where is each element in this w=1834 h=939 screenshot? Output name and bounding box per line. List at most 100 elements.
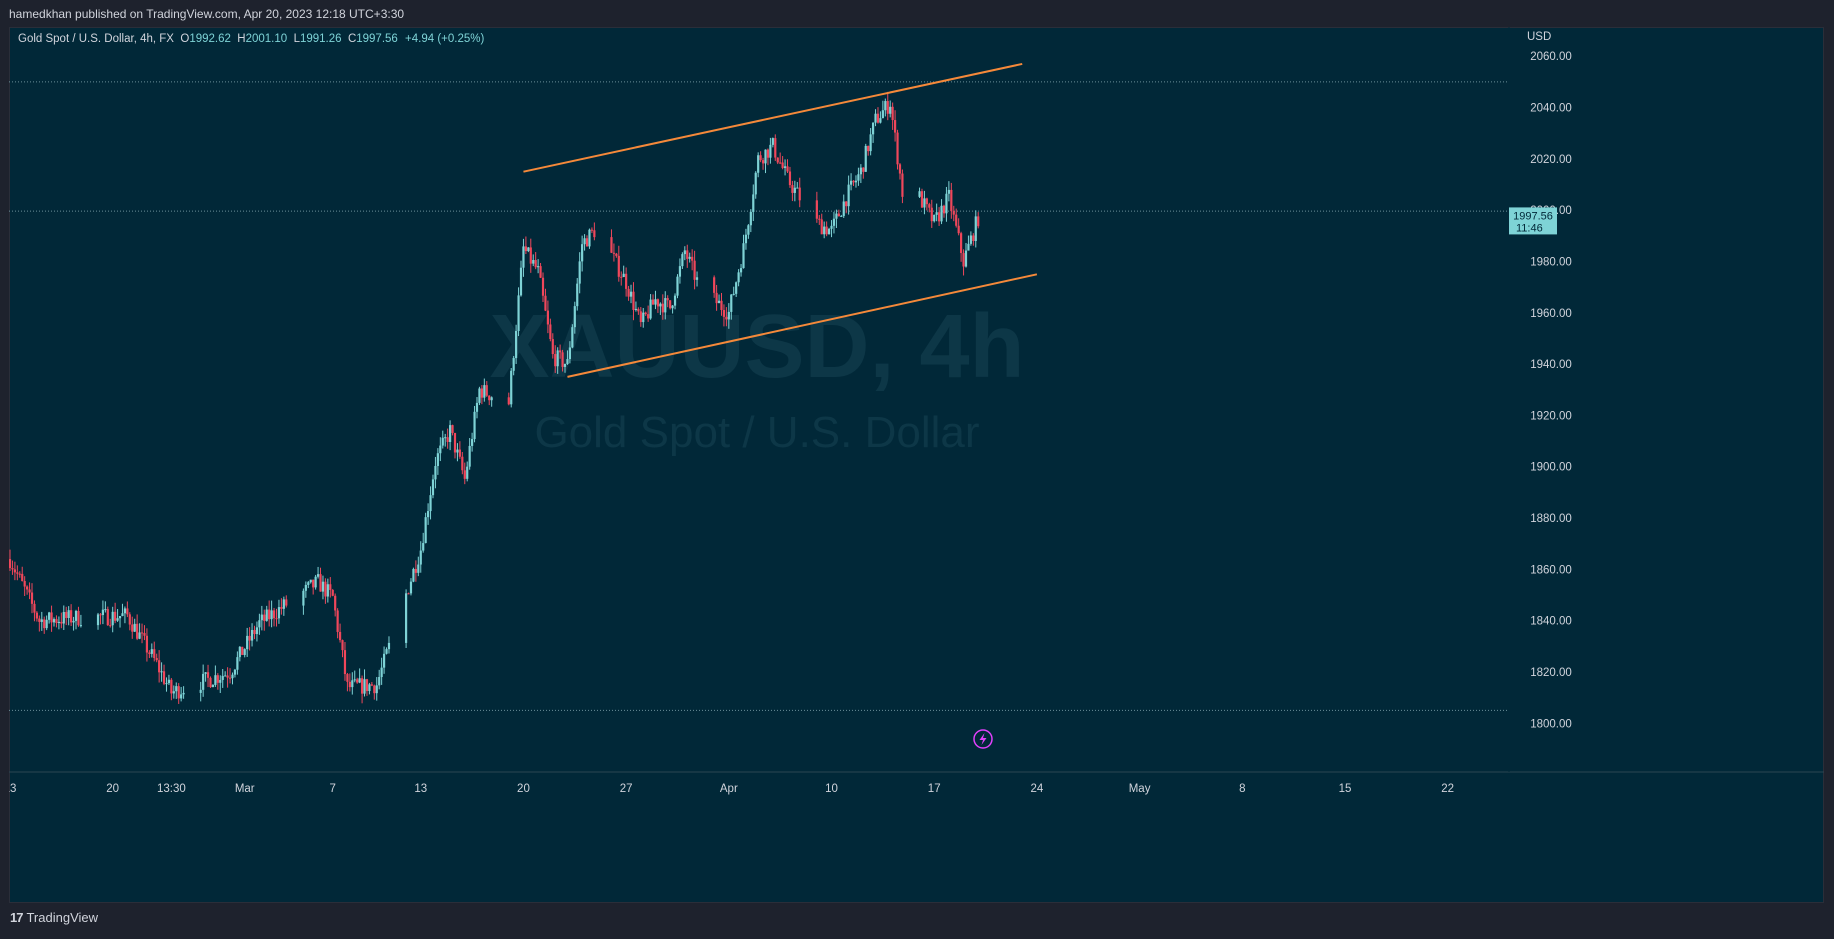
candle-body	[857, 174, 860, 181]
price-tick-label: 1820.00	[1530, 667, 1572, 679]
candle-body	[737, 272, 740, 283]
candle-body	[847, 184, 850, 207]
price-tick-label: 1920.00	[1530, 410, 1572, 422]
chart-pane[interactable]	[9, 27, 1824, 903]
candle-body	[434, 466, 437, 480]
candle-body	[686, 250, 689, 259]
candle-body	[972, 235, 975, 241]
price-tick-label: 1840.00	[1530, 616, 1572, 628]
candle-body	[544, 295, 547, 311]
candle-body	[165, 683, 168, 685]
candle-body	[348, 681, 351, 688]
candle-body	[226, 675, 229, 678]
candle-body	[666, 298, 669, 301]
candle-body	[546, 310, 549, 325]
low-label: L	[293, 33, 300, 45]
candle-body	[730, 294, 733, 312]
candle-body	[867, 145, 870, 152]
candle-body	[121, 613, 124, 617]
open-label: O	[180, 33, 190, 45]
time-tick-label: 20	[517, 783, 530, 795]
candle-body	[517, 295, 520, 331]
candle-body	[79, 625, 83, 627]
candle-body	[967, 243, 970, 251]
candle-body	[945, 193, 948, 214]
candle-body	[466, 466, 469, 479]
candle-body	[796, 187, 799, 189]
candle-body	[170, 679, 173, 694]
candle-body	[162, 671, 166, 684]
candle-body	[507, 397, 510, 405]
candle-body	[444, 437, 447, 439]
candle-body	[461, 456, 464, 471]
candle-body	[409, 581, 413, 594]
candle-body	[231, 674, 234, 679]
candle-body	[11, 568, 14, 570]
candle-body	[96, 614, 100, 626]
candle-body	[126, 608, 129, 615]
candle-body	[404, 593, 408, 643]
candle-body	[77, 610, 80, 626]
candle-body	[199, 689, 202, 693]
candle-body	[211, 684, 215, 688]
candle-body	[488, 395, 491, 401]
candle-body	[622, 273, 625, 278]
candle-body	[752, 194, 755, 212]
candle-body	[612, 252, 616, 254]
candle-body	[18, 573, 21, 575]
candle-body	[950, 189, 953, 212]
bar-countdown: 11:46	[1516, 222, 1543, 234]
trendline[interactable]	[567, 273, 1038, 378]
candle-body	[820, 219, 823, 235]
candle-body	[228, 677, 232, 679]
candle-body	[116, 618, 119, 621]
candle-body	[118, 616, 122, 619]
time-tick-label: 7	[330, 783, 336, 795]
candle-body	[378, 677, 381, 686]
candle-body	[446, 437, 449, 442]
candle-body	[786, 166, 789, 172]
candle-body	[243, 649, 246, 655]
candle-body	[664, 298, 667, 313]
candle-body	[436, 453, 439, 467]
candle-body	[285, 599, 288, 606]
candle-body	[67, 610, 70, 618]
candle-body	[688, 256, 691, 259]
candle-body	[260, 614, 263, 621]
candle-body	[938, 212, 941, 222]
candle-body	[277, 607, 281, 619]
candle-body	[111, 611, 114, 626]
price-chart[interactable]: XAUUSD, 4h Gold Spot / U.S. Dollar 1800.…	[9, 27, 1824, 903]
published-text: hamedkhan published on TradingView.com, …	[9, 7, 405, 21]
candle-body	[629, 291, 633, 297]
candle-body	[28, 589, 31, 593]
price-tick-label: 1980.00	[1530, 256, 1572, 268]
candle-body	[172, 691, 175, 694]
candle-body	[456, 449, 459, 453]
candle-body	[561, 352, 564, 367]
price-tick-label: 2040.00	[1530, 103, 1572, 115]
candle-body	[977, 216, 980, 227]
candle-body	[21, 573, 24, 581]
trendline[interactable]	[523, 62, 1023, 173]
time-tick-label: 13	[9, 783, 16, 795]
watermark-symbol: XAUUSD, 4h	[489, 297, 1024, 397]
candle-body	[38, 618, 41, 622]
candle-body	[852, 180, 855, 183]
candle-body	[955, 214, 958, 226]
candle-body	[302, 590, 305, 606]
candle-body	[864, 145, 867, 172]
candle-body	[585, 238, 589, 247]
close-value: 1997.56	[356, 33, 398, 45]
candle-body	[832, 218, 836, 226]
candle-body	[62, 611, 65, 624]
lightning-icon[interactable]	[973, 729, 993, 749]
candle-body	[637, 308, 640, 312]
candle-body	[974, 216, 977, 241]
tradingview-brand[interactable]: 17 TradingView	[10, 910, 98, 925]
candle-body	[368, 684, 371, 692]
candle-body	[627, 288, 630, 297]
candle-body	[920, 191, 924, 208]
candle-body	[925, 198, 928, 205]
candle-body	[104, 609, 107, 611]
